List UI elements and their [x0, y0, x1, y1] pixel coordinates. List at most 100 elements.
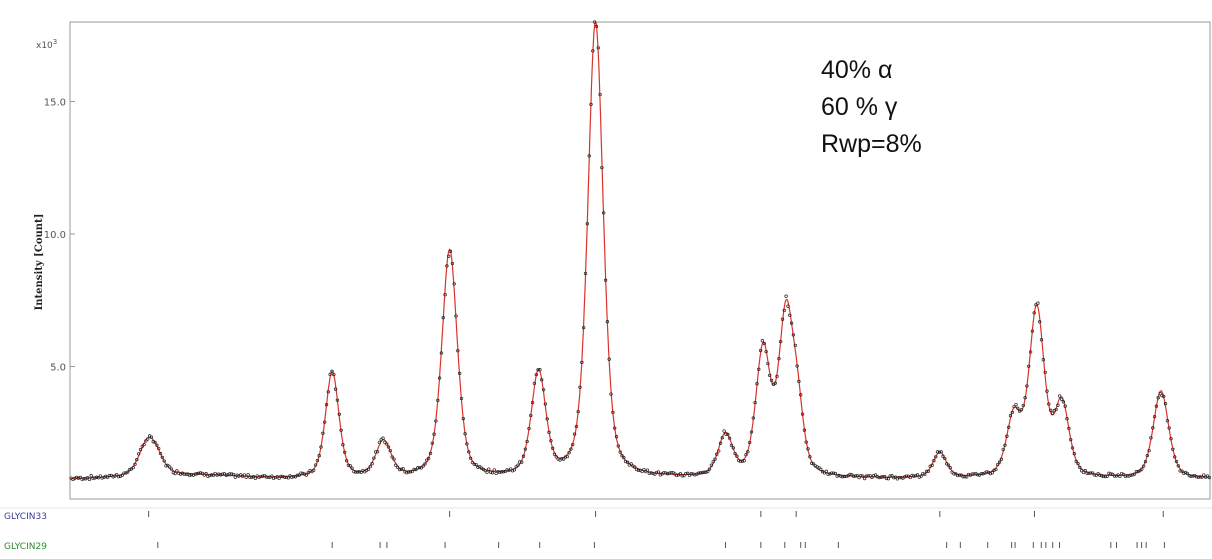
observed-point — [903, 475, 907, 479]
observed-point — [173, 471, 177, 476]
observed-point — [408, 470, 413, 474]
observed-point — [972, 472, 976, 476]
observed-point — [1047, 402, 1051, 406]
observed-point — [749, 430, 754, 434]
observed-point — [746, 450, 750, 454]
observed-point — [301, 471, 305, 476]
observed-point — [884, 476, 889, 481]
observed-point — [333, 387, 338, 391]
observed-point — [675, 473, 679, 478]
observed-point — [844, 474, 848, 479]
observed-point — [636, 468, 641, 473]
observed-point — [862, 476, 867, 481]
observed-point — [1012, 404, 1016, 409]
observed-point — [242, 473, 247, 477]
observed-point — [722, 429, 726, 433]
observed-point — [525, 439, 529, 444]
observed-point — [1196, 475, 1201, 479]
observed-point — [120, 473, 124, 477]
observed-point — [835, 474, 839, 478]
observed-point — [957, 473, 962, 477]
observed-point — [509, 467, 513, 471]
observed-point — [735, 454, 739, 458]
observed-point — [682, 473, 686, 478]
observed-point — [1072, 452, 1076, 456]
observed-point — [540, 378, 544, 382]
observed-point — [935, 450, 940, 454]
observed-point — [872, 474, 876, 478]
observed-point — [122, 471, 126, 475]
observed-point — [946, 463, 951, 467]
observed-point — [565, 454, 569, 459]
observed-point — [372, 456, 376, 460]
observed-point — [830, 471, 834, 475]
observed-point — [1143, 459, 1148, 464]
observed-point — [167, 465, 172, 469]
observed-point — [680, 474, 684, 478]
observed-point — [664, 471, 668, 475]
observed-point — [625, 460, 630, 464]
observed-point — [727, 436, 732, 440]
observed-point — [1156, 396, 1160, 400]
observed-point — [82, 477, 86, 481]
observed-point — [715, 452, 719, 456]
observed-point — [1041, 358, 1045, 362]
observed-point — [158, 451, 163, 456]
observed-point — [456, 349, 460, 353]
observed-point — [512, 468, 517, 472]
observed-point — [647, 471, 651, 476]
observed-point — [397, 467, 402, 472]
observed-point — [591, 49, 595, 53]
observed-point — [468, 456, 473, 460]
observed-point — [554, 455, 558, 459]
observed-point — [731, 446, 735, 450]
observed-point — [662, 470, 666, 475]
observed-point — [292, 474, 296, 479]
observed-point — [390, 455, 394, 459]
observed-point — [985, 470, 989, 474]
observed-point — [881, 475, 885, 479]
observed-point — [434, 419, 438, 423]
observed-point — [151, 440, 155, 444]
observed-point — [623, 459, 628, 464]
observed-point — [600, 165, 604, 170]
observed-point — [193, 472, 197, 476]
observed-point — [1025, 384, 1029, 388]
observed-point — [501, 470, 506, 474]
observed-point — [520, 460, 524, 464]
observed-point — [330, 369, 334, 373]
observed-point — [718, 441, 723, 445]
observed-point — [116, 474, 121, 479]
observed-point — [490, 471, 495, 475]
observed-point — [757, 367, 761, 371]
observed-point — [339, 428, 343, 432]
observed-point — [492, 468, 496, 472]
observed-point — [654, 470, 659, 475]
observed-point — [503, 469, 507, 474]
observed-point — [788, 313, 792, 317]
observed-point — [271, 476, 276, 480]
observed-point — [206, 474, 210, 478]
observed-point — [315, 458, 320, 463]
observed-point — [142, 442, 146, 447]
observed-point — [516, 463, 520, 467]
observed-point — [197, 471, 201, 475]
observed-point — [996, 462, 1000, 467]
observed-point — [350, 466, 354, 470]
observed-point — [1100, 474, 1104, 478]
observed-point — [833, 471, 838, 476]
observed-point — [417, 465, 422, 470]
observed-point — [990, 471, 994, 475]
observed-point — [1191, 474, 1195, 478]
observed-point — [961, 475, 965, 479]
observed-point — [426, 456, 431, 461]
observed-point — [1202, 473, 1206, 477]
observed-point — [421, 464, 425, 468]
observed-point — [377, 440, 382, 445]
observed-point — [472, 462, 476, 466]
observed-point — [1076, 461, 1080, 466]
observed-point — [1198, 475, 1202, 479]
observed-point — [605, 320, 610, 324]
observed-point — [585, 222, 589, 226]
